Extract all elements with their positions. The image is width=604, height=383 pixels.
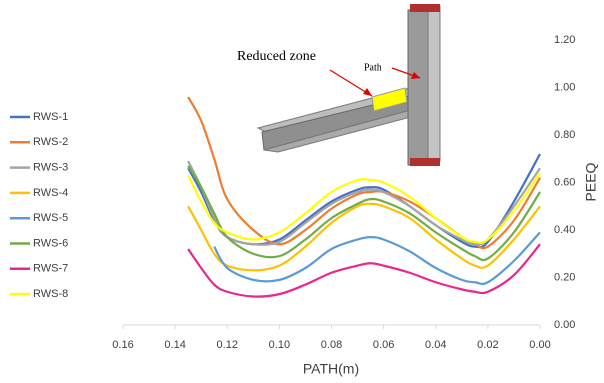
x-tick-label: 0.02 xyxy=(477,339,498,351)
annotation: Reduced zone xyxy=(237,49,316,64)
x-tick-label: 0.12 xyxy=(217,339,238,351)
y-tick-label: 1.20 xyxy=(554,34,575,46)
series-line xyxy=(188,173,540,243)
x-tick-label: 0.14 xyxy=(164,339,185,351)
annotation: Path xyxy=(364,62,382,73)
y-tick-label: 0.80 xyxy=(554,129,575,141)
column-front xyxy=(408,10,428,165)
legend-label: RWS-8 xyxy=(33,288,68,300)
inset-model xyxy=(258,4,440,166)
y-tick-label: 0.20 xyxy=(554,271,575,283)
legend-label: RWS-2 xyxy=(33,136,68,148)
series-line xyxy=(214,232,540,284)
legend-label: RWS-3 xyxy=(33,162,68,174)
x-tick-label: 0.06 xyxy=(373,339,394,351)
x-tick-label: 0.00 xyxy=(529,339,550,351)
page: Reduced zone Path PATH(m) PEEQ 0.00 0.20 0… xyxy=(0,0,604,383)
legend-label: RWS-7 xyxy=(33,263,68,275)
x-tick-label: 0.10 xyxy=(269,339,290,351)
legend-label: RWS-6 xyxy=(33,237,68,249)
legend-label: RWS-1 xyxy=(33,111,68,123)
legend-label: RWS-4 xyxy=(33,187,68,199)
chart: Reduced zone Path PATH(m) PEEQ 0.00 0.20 0… xyxy=(0,0,604,383)
legend-label: RWS-5 xyxy=(33,212,68,224)
y-axis-label: PEEQ xyxy=(583,162,599,201)
y-tick-label: 0.40 xyxy=(554,224,575,236)
column-bottom xyxy=(410,158,440,166)
column-top xyxy=(410,4,440,12)
y-tick-label: 0.00 xyxy=(554,319,575,331)
y-tick-label: 0.60 xyxy=(554,176,575,188)
arrow-head xyxy=(363,88,372,96)
x-tick-label: 0.04 xyxy=(425,339,446,351)
x-tick-label: 0.16 xyxy=(112,339,133,351)
x-axis-label: PATH(m) xyxy=(303,361,359,377)
x-tick-label: 0.08 xyxy=(321,339,342,351)
column-side xyxy=(428,6,440,161)
y-tick-label: 1.00 xyxy=(554,81,575,93)
series-line xyxy=(188,161,540,245)
